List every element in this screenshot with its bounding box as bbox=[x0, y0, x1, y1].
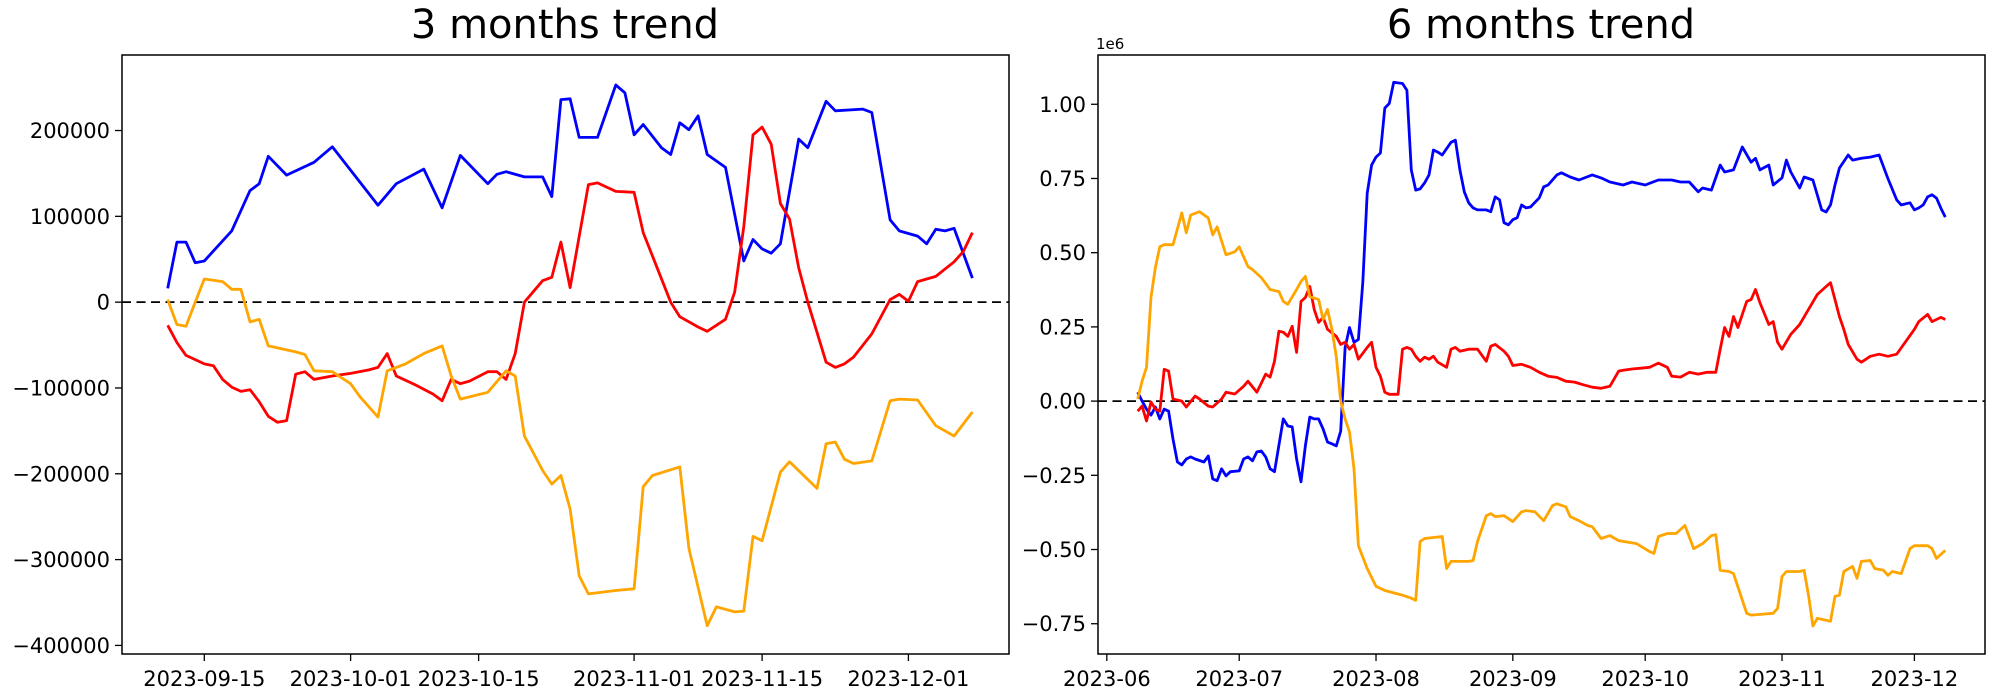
x-tick-label: 2023-11 bbox=[1738, 667, 1826, 691]
y-tick-label: −300000 bbox=[12, 548, 110, 572]
chart-1: 2023-06 2023-07 2023-08 2023-09 2023-10 2023-… bbox=[1022, 35, 1986, 691]
plot-area bbox=[1097, 54, 1986, 655]
chart-title-6-months: 6 months trend bbox=[1386, 2, 1696, 48]
x-tick-label: 2023-10-15 bbox=[418, 667, 540, 691]
y-tick-label: −200000 bbox=[12, 462, 110, 486]
x-tick-label: 2023-12-01 bbox=[847, 667, 969, 691]
y-axis-offset-label: 1e6 bbox=[1096, 35, 1124, 53]
chart-0: 2023-09-15 2023-10-01 2023-10-15 2023-11-01… bbox=[12, 54, 1010, 691]
y-tick-label: 100000 bbox=[30, 205, 110, 229]
x-tick-label: 2023-10 bbox=[1601, 667, 1689, 691]
series-line-orange bbox=[166, 277, 974, 628]
x-tick-label: 2023-10-01 bbox=[290, 667, 412, 691]
x-tick-label: 2023-09-15 bbox=[143, 667, 265, 691]
y-tick-label: −0.25 bbox=[1022, 464, 1086, 488]
series-line-blue bbox=[166, 83, 974, 289]
y-tick-label: 0.75 bbox=[1039, 167, 1086, 191]
series-line-blue bbox=[1136, 80, 1947, 484]
y-tick-label: 0 bbox=[97, 291, 110, 315]
y-tick-label: 0.00 bbox=[1039, 390, 1086, 414]
y-tick-label: 0.25 bbox=[1039, 315, 1086, 339]
x-tick-label: 2023-11-01 bbox=[573, 667, 695, 691]
chart-title-3-months: 3 months trend bbox=[410, 2, 720, 48]
y-tick-label: −400000 bbox=[12, 634, 110, 658]
x-tick-label: 2023-09 bbox=[1469, 667, 1557, 691]
plot-area bbox=[121, 54, 1010, 655]
series-line-red bbox=[166, 125, 974, 424]
x-tick-label: 2023-06 bbox=[1063, 667, 1151, 691]
y-tick-label: 200000 bbox=[30, 119, 110, 143]
y-tick-label: 0.50 bbox=[1039, 241, 1086, 265]
y-tick-label: −0.50 bbox=[1022, 538, 1086, 562]
y-tick-label: −0.75 bbox=[1022, 612, 1086, 636]
x-tick-label: 2023-11-15 bbox=[701, 667, 823, 691]
series-line-red bbox=[1136, 281, 1946, 423]
y-tick-label: −100000 bbox=[12, 376, 110, 400]
y-tick-label: 1.00 bbox=[1039, 93, 1086, 117]
x-tick-label: 2023-07 bbox=[1195, 667, 1283, 691]
x-tick-label: 2023-08 bbox=[1332, 667, 1420, 691]
series-line-orange bbox=[1136, 210, 1947, 628]
x-tick-label: 2023-12 bbox=[1871, 667, 1959, 691]
